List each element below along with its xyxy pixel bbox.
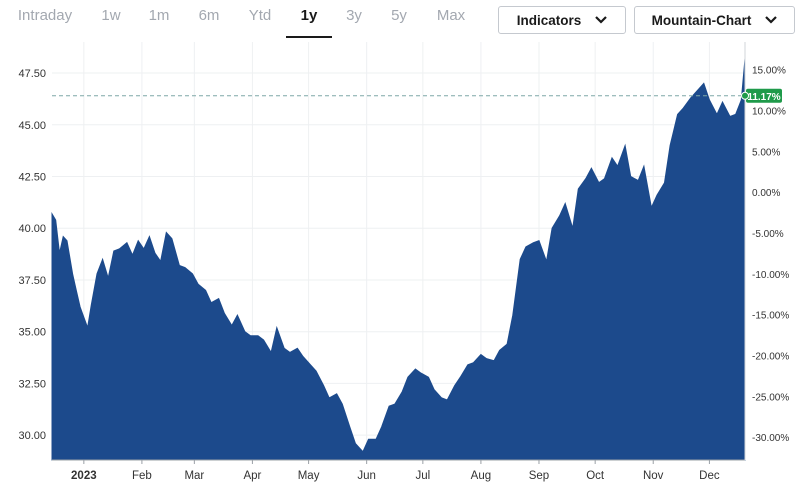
y2-tick-label: 10.00% [752,107,786,118]
chevron-down-icon [595,16,608,24]
range-tab-intraday[interactable]: Intraday [17,7,73,24]
change-badge-label: 11.17% [747,92,780,103]
x-tick-label: 2023 [71,470,97,482]
y2-tick-label: -25.00% [752,392,789,403]
y-tick-label: 35.00 [18,327,46,339]
range-tab-max[interactable]: Max [436,7,466,24]
y2-tick-label: 15.00% [752,66,786,77]
x-tick-label: Jun [357,470,376,482]
x-tick-label: Aug [471,470,491,482]
x-tick-label: Feb [132,470,152,482]
y-tick-label: 45.00 [18,120,46,132]
range-tab-1m[interactable]: 1m [148,7,170,24]
change-badge [746,88,782,103]
current-value-dot [741,91,749,100]
y-tick-label: 32.50 [18,378,46,390]
y2-tick-label: 5.00% [752,147,780,158]
x-tick-label: May [298,470,320,482]
range-tab-ytd[interactable]: Ytd [248,7,272,24]
y2-tick-label: -30.00% [752,433,789,444]
x-tick-label: Sep [529,470,549,482]
x-tick-label: Jul [415,470,430,482]
y2-tick-label: -20.00% [752,352,789,363]
indicators-dropdown[interactable]: Indicators [498,6,626,34]
chart-type-dropdown[interactable]: Mountain-Chart [634,6,795,34]
y2-tick-label: -5.00% [752,229,784,240]
range-tab-6m[interactable]: 6m [198,7,220,24]
x-tick-label: Dec [699,470,720,482]
price-area-series [51,58,746,461]
range-tab-5y[interactable]: 5y [391,7,407,24]
range-tab-1w[interactable]: 1w [101,7,121,24]
x-tick-label: Nov [643,470,664,482]
chevron-down-icon [765,16,778,24]
x-tick-label: Mar [184,470,204,482]
x-tick-label: Apr [243,470,261,482]
x-tick-label: Oct [586,470,605,482]
y2-tick-label: -10.00% [752,270,789,281]
y-tick-label: 40.00 [18,223,46,235]
chart-type-label: Mountain-Chart [651,12,752,28]
y2-tick-label: 0.00% [752,188,780,199]
y2-tick-label: -15.00% [752,311,789,322]
indicators-label: Indicators [516,12,582,28]
chart-toolbar: Intraday 1w 1m 6m Ytd 1y 3y 5y Max Indicators Mo… [0,0,800,42]
y-tick-label: 37.50 [18,275,46,287]
y-tick-label: 42.50 [18,172,46,184]
range-tab-3y[interactable]: 3y [346,7,362,24]
y-tick-label: 30.00 [18,430,46,442]
y-tick-label: 47.50 [18,68,46,80]
range-tab-1y[interactable]: 1y [286,0,332,38]
